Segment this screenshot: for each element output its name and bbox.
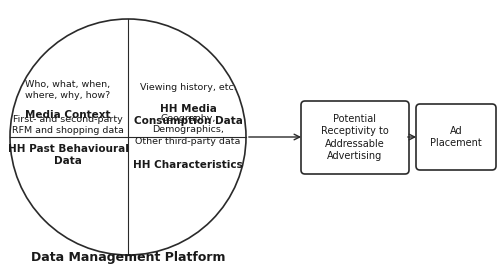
Text: Potential
Receptivity to
Addressable
Advertising: Potential Receptivity to Addressable Adv… xyxy=(321,114,389,161)
Text: Viewing history, etc.: Viewing history, etc. xyxy=(140,83,236,92)
Text: HH Characteristics: HH Characteristics xyxy=(133,160,243,170)
Text: HH Media
Consumption Data: HH Media Consumption Data xyxy=(134,104,242,126)
FancyBboxPatch shape xyxy=(301,101,409,174)
Text: Media Context: Media Context xyxy=(25,110,111,120)
Text: Ad
Placement: Ad Placement xyxy=(430,126,482,148)
Text: Geography,
Demographics,
Other third-party data: Geography, Demographics, Other third-par… xyxy=(136,114,240,145)
Text: First- and second-party
RFM and shopping data: First- and second-party RFM and shopping… xyxy=(12,115,124,135)
Text: HH Past Behavioural
Data: HH Past Behavioural Data xyxy=(8,144,128,166)
Text: Who, what, when,
where, why, how?: Who, what, when, where, why, how? xyxy=(26,80,110,100)
Text: Data Management Platform: Data Management Platform xyxy=(31,251,225,264)
FancyBboxPatch shape xyxy=(416,104,496,170)
